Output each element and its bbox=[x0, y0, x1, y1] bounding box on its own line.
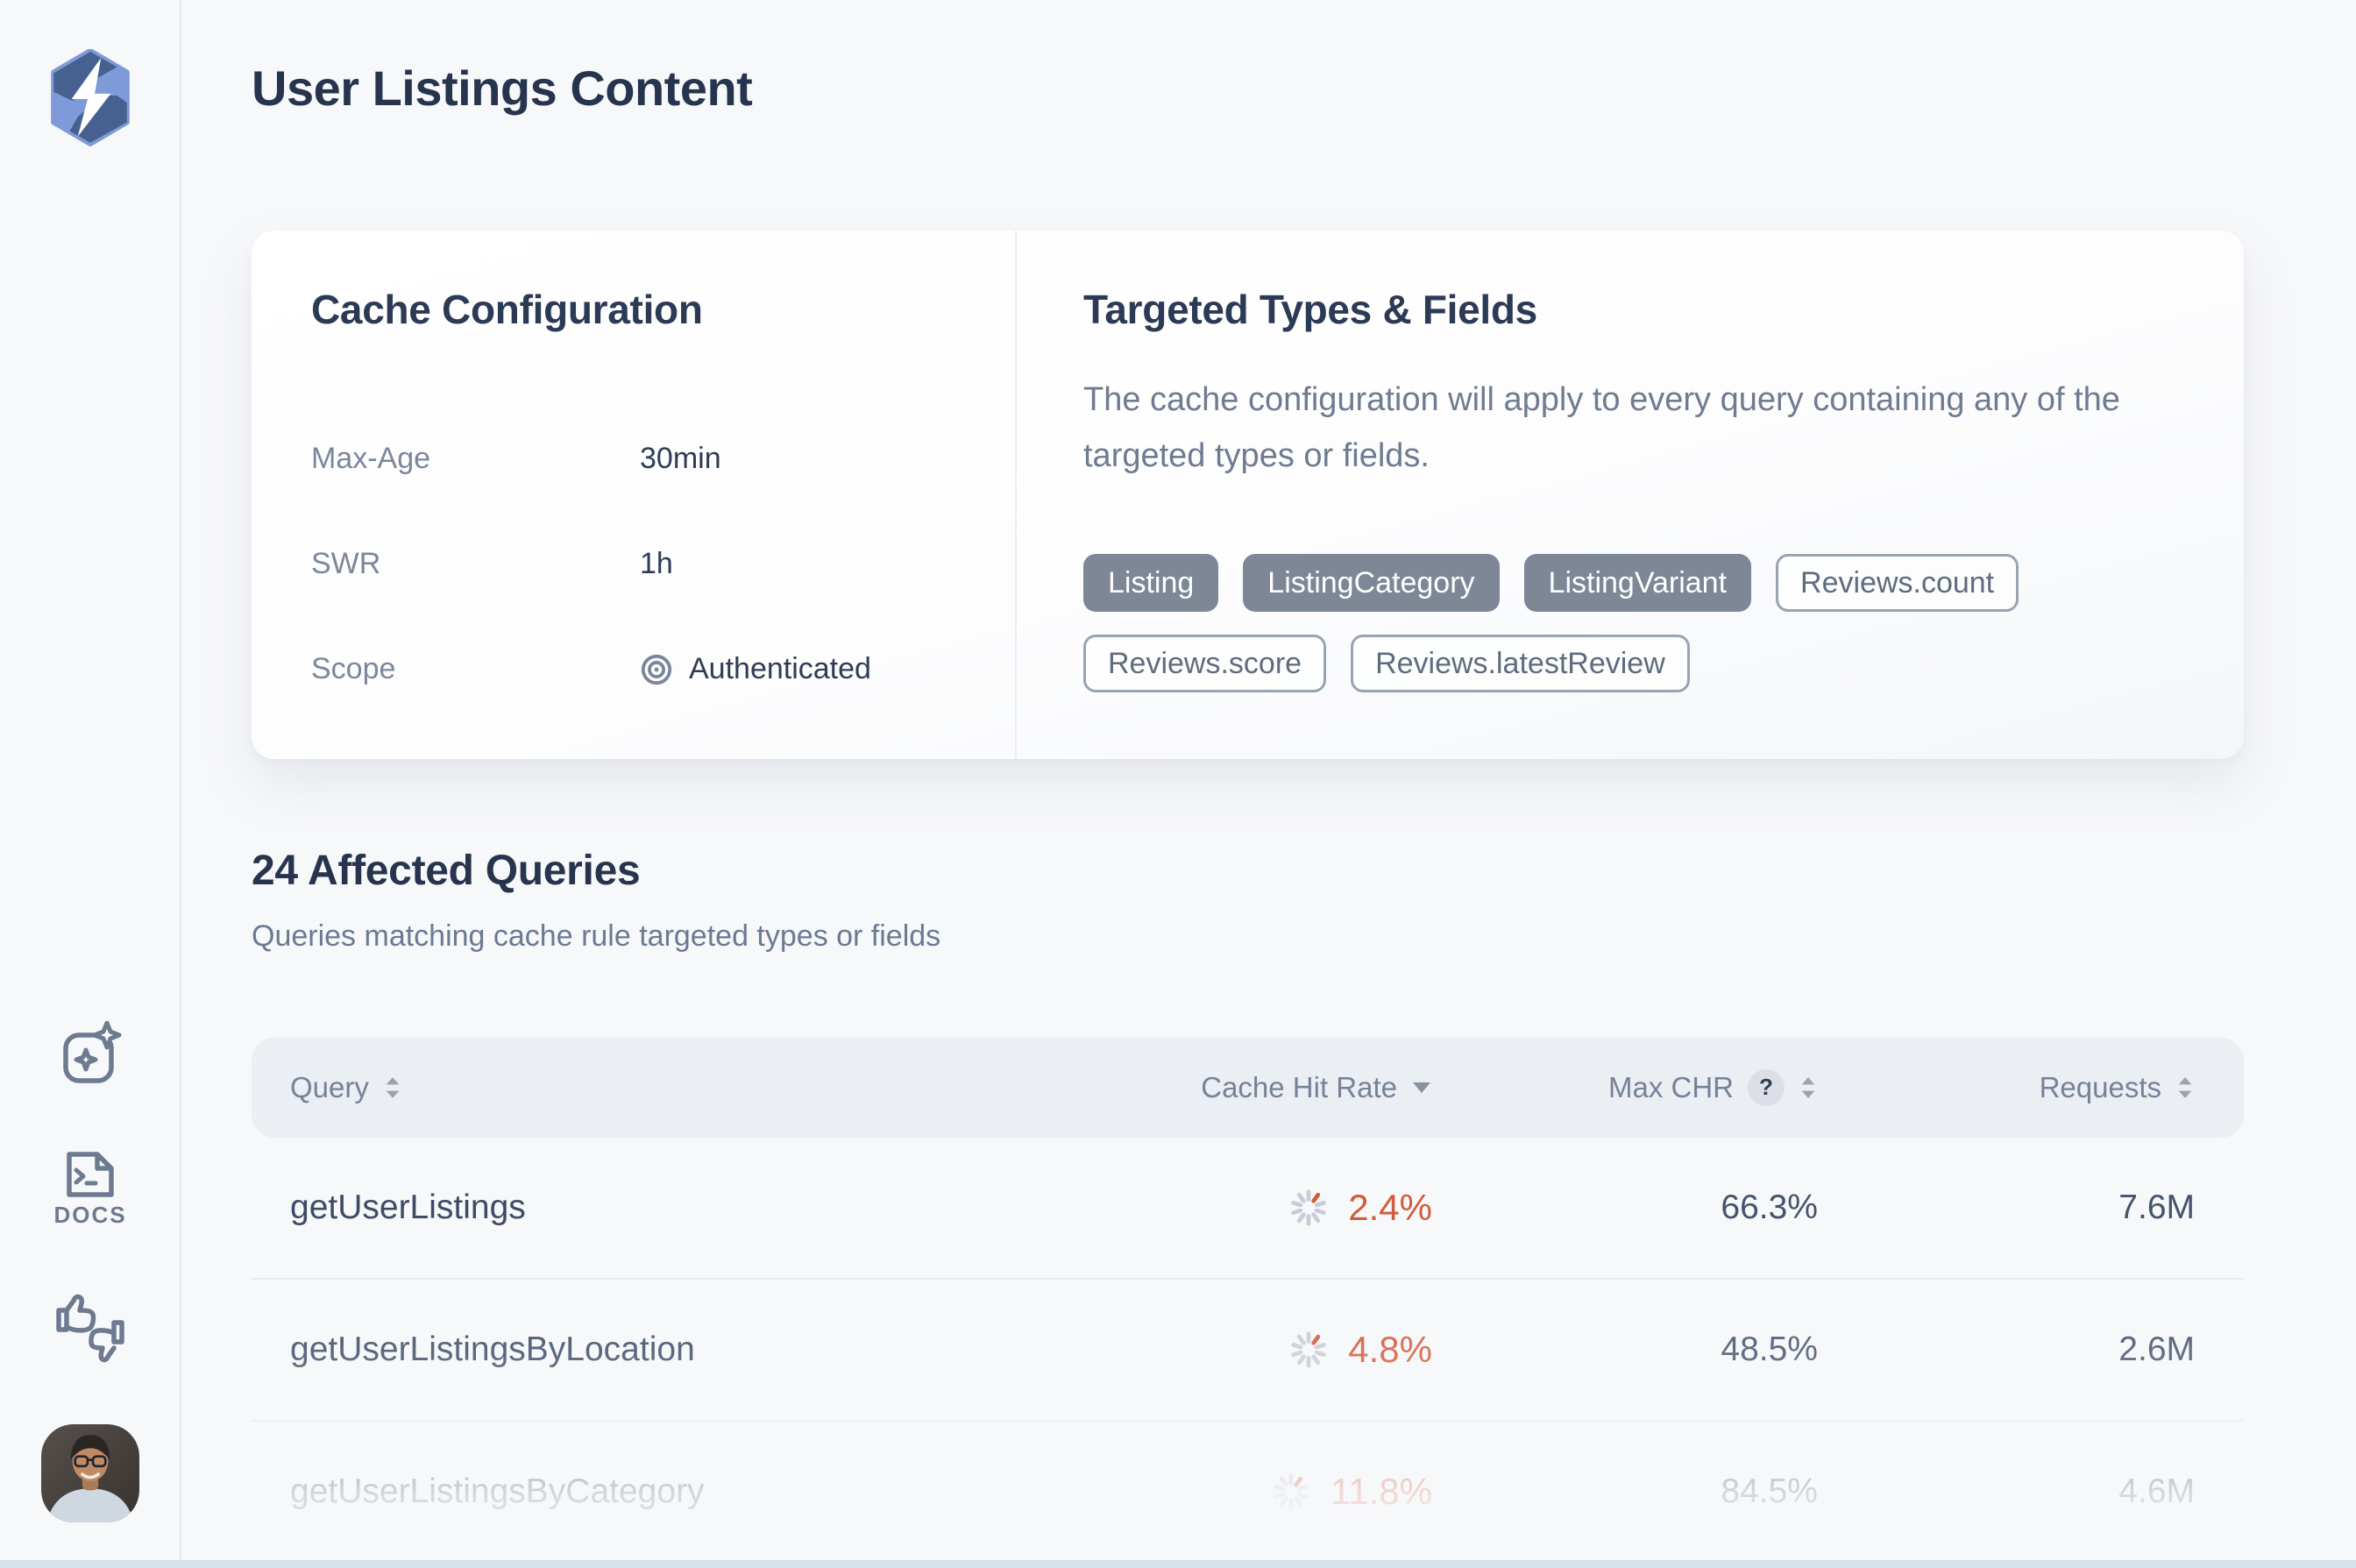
thumbs-up-down-icon bbox=[55, 1294, 124, 1363]
requests-value: 2.6M bbox=[2118, 1330, 2195, 1368]
scope-value: Authenticated bbox=[640, 652, 871, 686]
cache-configuration-fields: Max-Age 30min SWR 1h Scope Aut bbox=[311, 407, 1015, 722]
cache-hit-rate-column-label: Cache Hit Rate bbox=[1201, 1070, 1397, 1103]
cache-hit-rate-value: 4.8% bbox=[1348, 1328, 1432, 1370]
column-header-max-chr[interactable]: Max CHR ? bbox=[1432, 1068, 1818, 1106]
requests-value: 4.6M bbox=[2118, 1472, 2195, 1510]
sort-both-icon bbox=[2178, 1076, 2192, 1098]
tag-reviews-latest-review[interactable]: Reviews.latestReview bbox=[1351, 634, 1690, 692]
table-row[interactable]: getUserListingsByLocation bbox=[252, 1280, 2244, 1422]
app-logo[interactable] bbox=[46, 49, 135, 147]
tag-listing[interactable]: Listing bbox=[1083, 553, 1219, 612]
table-row[interactable]: getUserListingsByCategory bbox=[252, 1422, 2244, 1562]
cache-hit-rate-value: 11.8% bbox=[1331, 1470, 1432, 1512]
cache-hit-rate-cell: 2.4% bbox=[1047, 1187, 1432, 1229]
scope-label: Scope bbox=[311, 652, 396, 686]
tag-listing-category[interactable]: ListingCategory bbox=[1243, 553, 1500, 612]
query-name: getUserListings bbox=[290, 1188, 526, 1226]
target-icon bbox=[641, 654, 672, 685]
query-name: getUserListingsByCategory bbox=[290, 1472, 705, 1510]
tag-listing-variant[interactable]: ListingVariant bbox=[1523, 553, 1752, 612]
targeted-tags: Listing ListingCategory ListingVariant R… bbox=[1083, 553, 2182, 692]
max-chr-value: 48.5% bbox=[1721, 1330, 1818, 1368]
page-title: User Listings Content bbox=[252, 60, 753, 116]
terminal-doc-icon: DOCS bbox=[55, 1152, 125, 1226]
main-content: User Listings Content Cache Configuratio… bbox=[181, 0, 2356, 1568]
affected-queries-title: 24 Affected Queries bbox=[252, 847, 641, 894]
requests-value: 7.6M bbox=[2118, 1188, 2195, 1226]
cache-hit-rate-cell: 11.8% bbox=[1047, 1471, 1432, 1513]
scope-value-text: Authenticated bbox=[689, 652, 871, 686]
sidebar-docs-button[interactable]: DOCS bbox=[55, 1149, 125, 1226]
stellate-logo-icon bbox=[50, 49, 130, 146]
column-header-cache-hit-rate[interactable]: Cache Hit Rate bbox=[1047, 1071, 1432, 1104]
max-chr-help-icon[interactable]: ? bbox=[1748, 1068, 1785, 1106]
sparkle-box-icon bbox=[62, 1021, 121, 1083]
max-chr-column-label: Max CHR bbox=[1607, 1070, 1734, 1103]
swr-label: SWR bbox=[311, 547, 381, 581]
column-header-query[interactable]: Query bbox=[290, 1071, 1047, 1104]
sidebar: DOCS bbox=[0, 0, 181, 1568]
docs-label: DOCS bbox=[55, 1202, 125, 1226]
tag-reviews-count[interactable]: Reviews.count bbox=[1776, 553, 2019, 612]
loading-spinner-icon bbox=[1291, 1330, 1327, 1368]
sort-both-icon bbox=[1801, 1076, 1815, 1098]
table-row[interactable]: getUserListings bbox=[252, 1138, 2244, 1280]
avatar-photo bbox=[40, 1424, 139, 1522]
max-chr-value: 66.3% bbox=[1721, 1188, 1818, 1226]
cache-hit-rate-cell: 4.8% bbox=[1047, 1329, 1432, 1371]
cache-rule-card: Cache Configuration Max-Age 30min SWR 1h… bbox=[252, 230, 2244, 759]
user-avatar[interactable] bbox=[40, 1424, 139, 1522]
sort-both-icon bbox=[386, 1076, 400, 1098]
config-row-swr: SWR 1h bbox=[311, 512, 1015, 617]
config-row-max-age: Max-Age 30min bbox=[311, 407, 1015, 512]
tag-reviews-score[interactable]: Reviews.score bbox=[1083, 634, 1327, 692]
max-age-value: 30min bbox=[640, 442, 721, 476]
table-header-row: Query Cache Hit Rate Max CHR ? Requests bbox=[252, 1037, 2244, 1138]
affected-queries-subtitle: Queries matching cache rule targeted typ… bbox=[252, 919, 941, 953]
cache-configuration-title: Cache Configuration bbox=[311, 286, 703, 332]
column-header-requests[interactable]: Requests bbox=[1818, 1071, 2195, 1104]
cache-hit-rate-value: 2.4% bbox=[1348, 1186, 1432, 1228]
swr-value: 1h bbox=[640, 547, 673, 581]
loading-spinner-icon bbox=[1291, 1188, 1327, 1226]
query-column-label: Query bbox=[290, 1070, 369, 1103]
loading-spinner-icon bbox=[1274, 1472, 1309, 1510]
config-row-scope: Scope Authenticated bbox=[311, 617, 1015, 722]
targeted-types-title: Targeted Types & Fields bbox=[1083, 286, 1537, 332]
sort-desc-icon bbox=[1413, 1082, 1430, 1094]
requests-column-label: Requests bbox=[2039, 1070, 2161, 1103]
sidebar-ai-assistant-button[interactable] bbox=[57, 1021, 124, 1088]
max-chr-value: 84.5% bbox=[1721, 1472, 1818, 1510]
affected-queries-table: Query Cache Hit Rate Max CHR ? Requests bbox=[252, 1037, 2244, 1562]
max-age-label: Max-Age bbox=[311, 442, 431, 476]
query-name: getUserListingsByLocation bbox=[290, 1330, 695, 1368]
cache-configuration-panel: Cache Configuration Max-Age 30min SWR 1h… bbox=[252, 230, 1017, 759]
targeted-types-panel: Targeted Types & Fields The cache config… bbox=[1017, 231, 2244, 759]
sidebar-feedback-button[interactable] bbox=[53, 1288, 127, 1363]
window-bottom-edge bbox=[0, 1560, 2356, 1568]
targeted-types-description: The cache configuration will apply to ev… bbox=[1083, 380, 2120, 474]
